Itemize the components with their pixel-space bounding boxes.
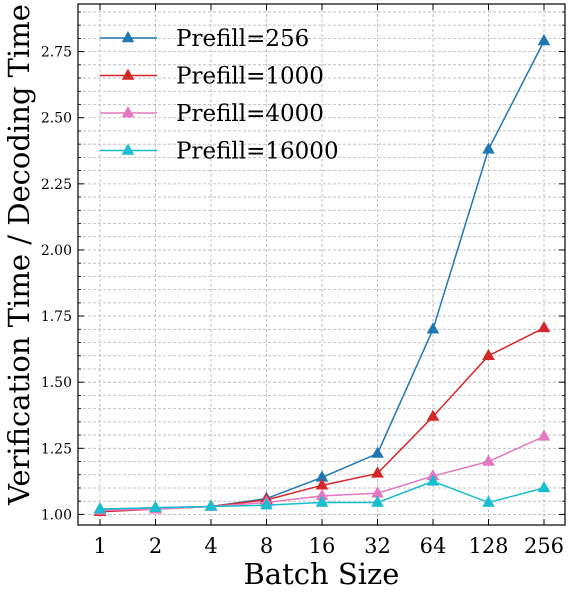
x-tick-label: 8 (260, 534, 273, 558)
legend-label: Prefill=1000 (176, 64, 324, 90)
data-point (426, 409, 440, 421)
legend-label: Prefill=16000 (176, 139, 339, 165)
y-tick-label: 1.00 (41, 507, 72, 523)
data-point (260, 498, 273, 510)
legend-marker (121, 143, 135, 155)
y-axis-title: Verification Time / Decoding Time (2, 4, 36, 506)
y-tick-label: 1.50 (41, 375, 72, 391)
legend-label: Prefill=4000 (176, 101, 324, 127)
data-point (537, 429, 551, 441)
x-tick-label: 2 (149, 534, 162, 558)
series-lines (93, 34, 551, 516)
data-point (537, 320, 551, 333)
axis-ticks: 1 2 4 8 16 32 64 128 256 1.00 1.25 1.50 1.75 2.00 2.25… (41, 4, 565, 558)
legend-item: Prefill=4000 (100, 101, 324, 127)
data-point (482, 348, 495, 360)
y-tick-label: 2.00 (41, 243, 72, 259)
legend-marker (121, 106, 135, 118)
y-tick-label: 2.75 (41, 45, 72, 61)
y-tick-label: 1.75 (41, 309, 72, 325)
data-point (315, 488, 329, 501)
y-tick-label: 2.50 (41, 111, 72, 127)
data-point (315, 470, 329, 482)
data-point (371, 466, 384, 478)
x-tick-label: 128 (468, 534, 508, 558)
grid (78, 4, 565, 525)
x-tick-label: 256 (524, 534, 564, 558)
data-point (149, 500, 162, 513)
data-point (482, 142, 495, 154)
x-tick-label: 4 (204, 534, 217, 558)
data-point (537, 480, 551, 493)
legend-item: Prefill=1000 (100, 64, 324, 90)
x-tick-label: 64 (420, 534, 447, 558)
data-point (204, 499, 218, 511)
y-tick-label: 2.25 (41, 177, 72, 193)
data-point (371, 446, 384, 458)
x-axis-title: Batch Size (244, 557, 400, 591)
data-point (482, 454, 495, 466)
data-point (482, 495, 495, 507)
legend-item: Prefill=256 (100, 26, 309, 52)
data-point (371, 486, 384, 498)
data-point (315, 478, 329, 490)
legend-marker (121, 31, 135, 43)
data-point (537, 34, 551, 46)
y-tick-label: 1.25 (41, 441, 72, 457)
legend-label: Prefill=256 (176, 26, 309, 52)
series-prefill-16000 (93, 474, 551, 514)
legend-item: Prefill=16000 (100, 139, 339, 165)
data-point (93, 502, 107, 514)
x-tick-label: 16 (309, 534, 336, 558)
data-point (426, 322, 440, 334)
legend-marker (121, 68, 135, 80)
x-tick-label: 32 (364, 534, 391, 558)
legend: Prefill=256 Prefill=1000 Prefill=4000 Prefi… (100, 26, 339, 165)
data-point (371, 495, 384, 507)
data-point (426, 474, 440, 486)
x-tick-label: 1 (93, 534, 106, 558)
data-point (315, 495, 329, 507)
